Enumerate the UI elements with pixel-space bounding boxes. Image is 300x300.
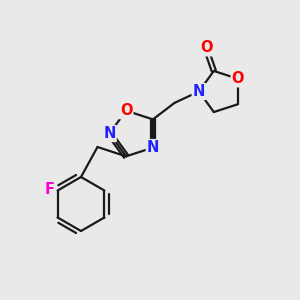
Text: N: N — [147, 140, 159, 155]
Text: N: N — [103, 126, 116, 141]
Text: O: O — [120, 103, 132, 118]
Text: O: O — [232, 71, 244, 86]
Text: F: F — [44, 182, 54, 196]
Text: N: N — [193, 84, 205, 99]
Text: O: O — [200, 40, 213, 56]
